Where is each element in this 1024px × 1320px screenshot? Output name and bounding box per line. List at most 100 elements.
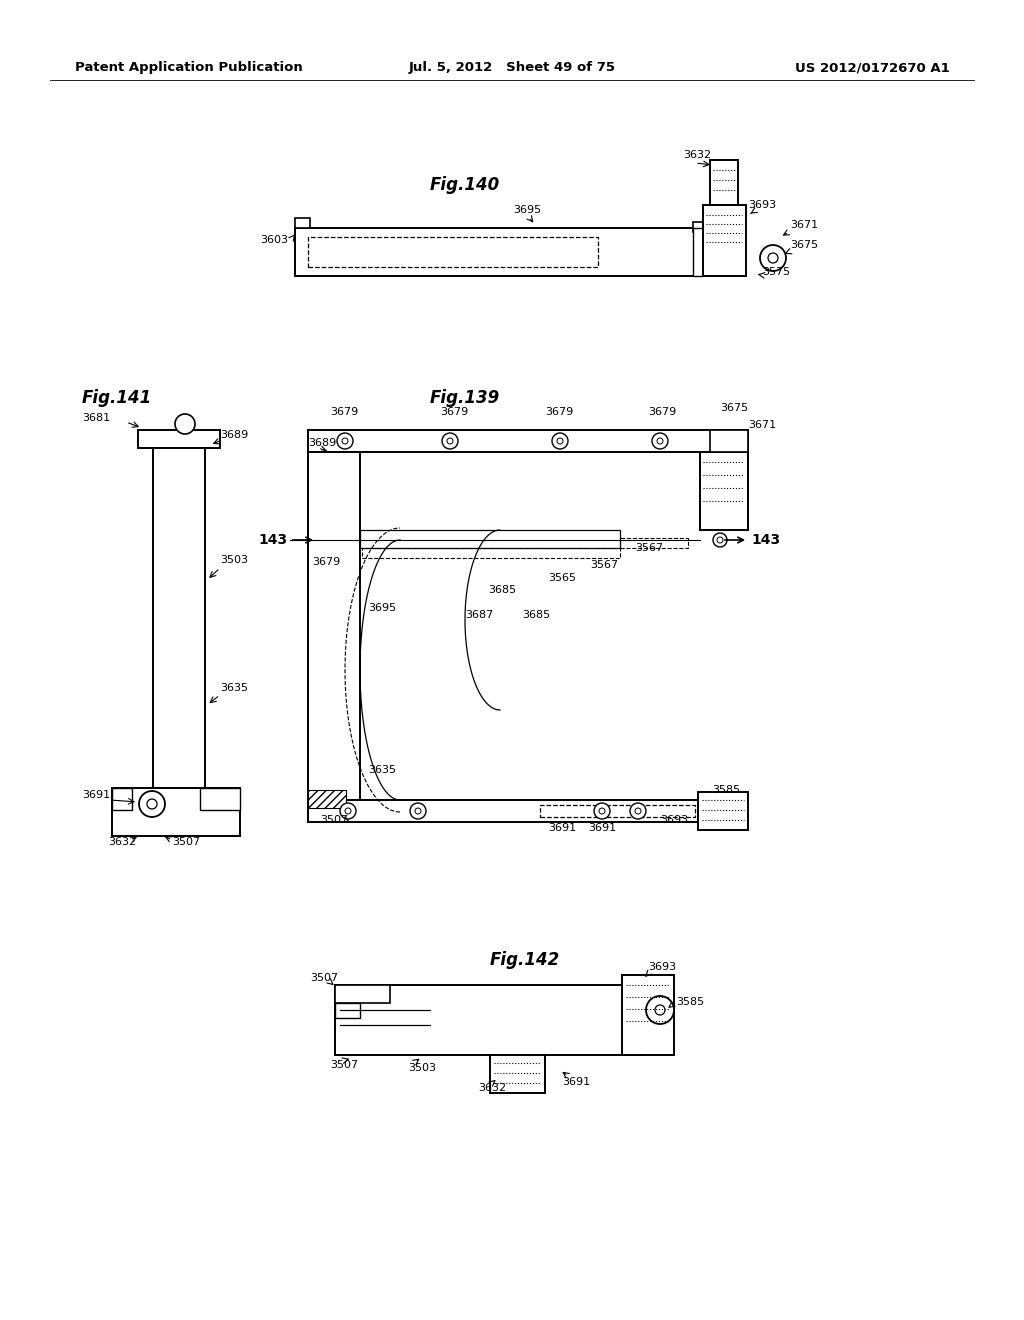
Bar bbox=[200, 788, 240, 810]
Text: 3585: 3585 bbox=[712, 785, 740, 795]
Bar bbox=[335, 1003, 360, 1018]
Text: 3575: 3575 bbox=[762, 267, 791, 277]
Bar bbox=[335, 985, 390, 1003]
Text: 3679: 3679 bbox=[545, 407, 573, 417]
Bar bbox=[620, 539, 688, 548]
Bar bbox=[693, 228, 703, 276]
Circle shape bbox=[139, 791, 165, 817]
Text: 3675: 3675 bbox=[790, 240, 818, 249]
Circle shape bbox=[415, 808, 421, 814]
Circle shape bbox=[717, 537, 723, 543]
Text: 3632: 3632 bbox=[108, 837, 136, 847]
Text: 3681: 3681 bbox=[82, 413, 111, 422]
Bar bbox=[360, 531, 620, 548]
Bar bbox=[112, 788, 240, 836]
Bar bbox=[335, 985, 645, 1055]
Bar bbox=[112, 788, 132, 810]
Text: 3679: 3679 bbox=[440, 407, 468, 417]
Circle shape bbox=[630, 803, 646, 818]
Text: 3507: 3507 bbox=[172, 837, 200, 847]
Text: 3565: 3565 bbox=[548, 573, 575, 583]
Text: 3603: 3603 bbox=[260, 235, 288, 246]
Bar bbox=[540, 805, 695, 817]
Text: 3671: 3671 bbox=[748, 420, 776, 430]
Text: 3691: 3691 bbox=[548, 822, 577, 833]
Circle shape bbox=[594, 803, 610, 818]
Bar bbox=[295, 218, 310, 228]
Text: 3689: 3689 bbox=[220, 430, 248, 440]
Bar bbox=[153, 447, 205, 788]
Text: 3689: 3689 bbox=[308, 438, 336, 447]
Text: 3685: 3685 bbox=[488, 585, 516, 595]
Circle shape bbox=[652, 433, 668, 449]
Text: 3567: 3567 bbox=[590, 560, 618, 570]
Circle shape bbox=[340, 803, 356, 818]
Text: Jul. 5, 2012   Sheet 49 of 75: Jul. 5, 2012 Sheet 49 of 75 bbox=[409, 62, 615, 74]
Text: 3503: 3503 bbox=[408, 1063, 436, 1073]
Text: 3693: 3693 bbox=[660, 814, 688, 825]
Circle shape bbox=[447, 438, 453, 444]
Circle shape bbox=[635, 808, 641, 814]
Text: Patent Application Publication: Patent Application Publication bbox=[75, 62, 303, 74]
Text: 3691: 3691 bbox=[562, 1077, 590, 1086]
Text: 3507: 3507 bbox=[319, 814, 348, 825]
Text: 3685: 3685 bbox=[522, 610, 550, 620]
Circle shape bbox=[337, 433, 353, 449]
Bar bbox=[710, 160, 738, 205]
Bar bbox=[698, 792, 748, 830]
Circle shape bbox=[342, 438, 348, 444]
Bar bbox=[490, 1055, 545, 1093]
Bar bbox=[700, 451, 748, 531]
Text: 3695: 3695 bbox=[513, 205, 541, 215]
Circle shape bbox=[646, 997, 674, 1024]
Text: 3693: 3693 bbox=[648, 962, 676, 972]
Text: 143: 143 bbox=[258, 533, 287, 546]
Circle shape bbox=[557, 438, 563, 444]
Bar bbox=[138, 430, 220, 447]
Text: 3695: 3695 bbox=[368, 603, 396, 612]
Bar bbox=[308, 789, 346, 808]
Bar bbox=[308, 430, 748, 451]
Text: 3632: 3632 bbox=[478, 1082, 506, 1093]
Circle shape bbox=[442, 433, 458, 449]
Text: 3679: 3679 bbox=[312, 557, 340, 568]
Circle shape bbox=[768, 253, 778, 263]
Text: Fig.139: Fig.139 bbox=[430, 389, 501, 407]
Circle shape bbox=[345, 808, 351, 814]
Text: 3679: 3679 bbox=[648, 407, 676, 417]
Text: 3675: 3675 bbox=[720, 403, 749, 413]
Text: Fig.141: Fig.141 bbox=[82, 389, 153, 407]
Circle shape bbox=[713, 533, 727, 546]
Text: 3691: 3691 bbox=[82, 789, 111, 800]
Text: 143: 143 bbox=[751, 533, 780, 546]
Bar bbox=[703, 205, 746, 276]
Circle shape bbox=[410, 803, 426, 818]
Circle shape bbox=[657, 438, 663, 444]
Text: Fig.140: Fig.140 bbox=[430, 176, 501, 194]
Bar bbox=[710, 430, 748, 451]
Circle shape bbox=[599, 808, 605, 814]
Text: 3691: 3691 bbox=[588, 822, 616, 833]
Text: 3567: 3567 bbox=[635, 543, 664, 553]
Text: 3679: 3679 bbox=[330, 407, 358, 417]
Bar bbox=[362, 548, 620, 558]
Text: 3635: 3635 bbox=[368, 766, 396, 775]
Text: 3671: 3671 bbox=[790, 220, 818, 230]
Circle shape bbox=[655, 1005, 665, 1015]
Text: 3585: 3585 bbox=[676, 997, 705, 1007]
Bar bbox=[308, 238, 598, 267]
Text: 3507: 3507 bbox=[310, 973, 338, 983]
Text: 3687: 3687 bbox=[465, 610, 494, 620]
Text: 3693: 3693 bbox=[748, 201, 776, 210]
Text: 3507: 3507 bbox=[330, 1060, 358, 1071]
Circle shape bbox=[552, 433, 568, 449]
Text: 3635: 3635 bbox=[220, 682, 248, 693]
Bar bbox=[308, 800, 748, 822]
Bar bbox=[308, 451, 360, 800]
Bar bbox=[622, 975, 674, 1055]
Bar bbox=[295, 228, 735, 276]
Bar bbox=[693, 222, 735, 232]
Circle shape bbox=[175, 414, 195, 434]
Circle shape bbox=[760, 246, 786, 271]
Text: 3632: 3632 bbox=[683, 150, 711, 160]
